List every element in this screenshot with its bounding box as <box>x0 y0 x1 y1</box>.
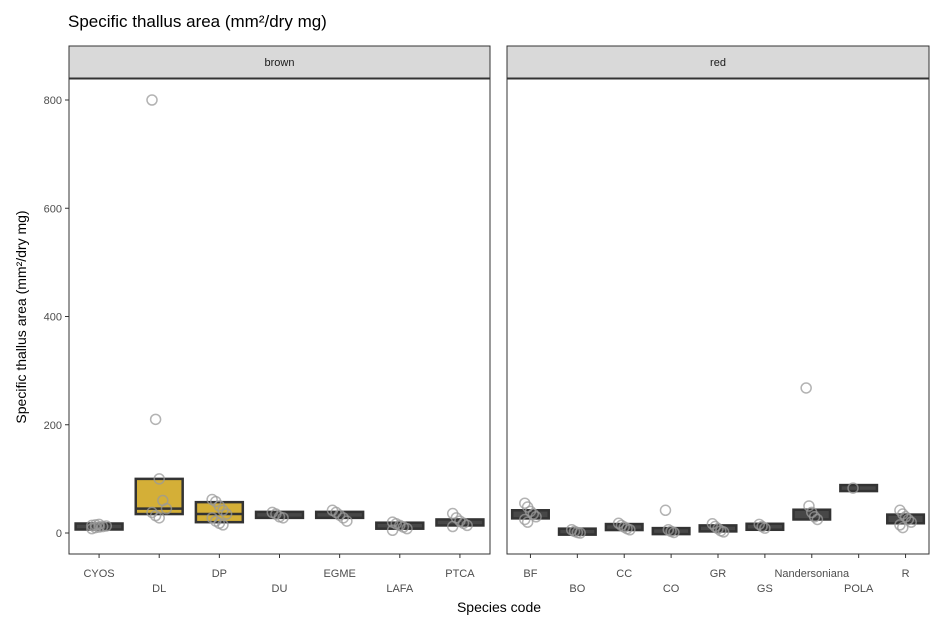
x-tick-label: LAFA <box>386 583 414 595</box>
data-point <box>153 473 165 485</box>
data-point <box>847 482 859 494</box>
data-point <box>527 508 540 520</box>
facet-strip-label: brown <box>265 57 295 69</box>
box-R <box>886 504 926 534</box>
y-tick-label: 200 <box>44 420 62 432</box>
box-DP <box>194 493 245 531</box>
box-CC <box>604 517 644 536</box>
data-point <box>149 413 162 426</box>
data-point <box>337 512 350 524</box>
data-point <box>401 522 413 535</box>
data-point <box>574 527 586 539</box>
x-tick-label: POLA <box>844 583 874 595</box>
y-axis: 0 200 400 600 800 <box>44 95 69 540</box>
data-point <box>668 526 680 539</box>
data-point <box>753 518 766 531</box>
data-point <box>717 526 730 538</box>
box-DU <box>254 506 305 524</box>
box-POLA <box>839 482 879 494</box>
box-EGME <box>314 504 365 527</box>
data-point <box>160 502 173 515</box>
y-axis-title: Specific thallus area (mm²/dry mg) <box>13 210 29 423</box>
data-point <box>905 516 917 528</box>
x-tick-label: PTCA <box>445 568 475 580</box>
box-CO <box>651 504 691 539</box>
data-point <box>341 515 353 527</box>
data-point <box>811 513 824 526</box>
data-point <box>894 519 906 531</box>
y-tick-label: 0 <box>56 528 62 540</box>
x-tick-label: CYOS <box>83 568 114 580</box>
x-tick-label: EGME <box>323 568 355 580</box>
data-point <box>206 512 218 524</box>
data-point <box>146 94 158 106</box>
y-tick-label: 600 <box>44 203 62 215</box>
data-point <box>217 519 229 531</box>
x-tick-label: GS <box>757 583 773 595</box>
data-point <box>624 524 636 536</box>
data-point <box>803 500 815 512</box>
x-tick-label: BO <box>569 583 585 595</box>
x-tick-label: DP <box>212 568 227 580</box>
panel-frame <box>68 78 491 555</box>
data-point <box>93 518 105 531</box>
data-point <box>759 522 771 534</box>
data-point <box>612 517 625 530</box>
y-tick-label: 400 <box>44 312 62 324</box>
data-point <box>808 511 821 523</box>
data-point <box>386 524 399 537</box>
facet-panel-brown: brown CYOS DL DP DU EGME LAFA PTCA <box>68 45 491 595</box>
data-point <box>659 504 672 517</box>
x-tick-label: CC <box>616 568 632 580</box>
chart-title: Specific thallus area (mm²/dry mg) <box>68 12 327 31</box>
data-point <box>217 504 229 517</box>
box-BO <box>557 524 597 539</box>
x-tick-label: R <box>902 568 910 580</box>
facet-strip-label: red <box>710 57 726 69</box>
x-tick-label: Nandersoniana <box>774 568 849 580</box>
data-point <box>521 516 534 528</box>
box-Nandersoniana <box>792 382 832 526</box>
x-tick-label: GR <box>710 568 727 580</box>
x-axis-title: Species code <box>457 599 541 615</box>
data-point <box>461 519 473 532</box>
data-point <box>100 520 113 532</box>
y-tick-label: 800 <box>44 95 62 107</box>
box-GR <box>698 518 738 538</box>
panel-frame <box>506 78 930 555</box>
box-CYOS <box>74 518 124 535</box>
facet-panels: 0 200 400 600 800 brown CYOS DL DP DU EGME LAFA PTCA… <box>44 45 930 595</box>
facet-strip <box>68 45 491 79</box>
box-BF <box>510 497 550 528</box>
box-DL <box>134 94 184 524</box>
box-GS <box>745 518 785 534</box>
x-tick-label: CO <box>663 583 680 595</box>
data-point <box>530 511 542 523</box>
data-point <box>220 508 233 520</box>
x-tick-label: DU <box>272 583 288 595</box>
data-point <box>153 512 165 524</box>
facet-strip <box>506 45 930 79</box>
box-LAFA <box>375 516 425 537</box>
box-PTCA <box>435 507 485 533</box>
data-point <box>519 513 531 526</box>
x-tick-label: BF <box>523 568 537 580</box>
data-point <box>896 521 909 534</box>
data-point <box>146 506 158 519</box>
data-point <box>712 522 724 535</box>
data-point <box>902 513 915 526</box>
x-tick-label: DL <box>152 583 166 595</box>
data-point <box>446 520 459 533</box>
data-point <box>277 512 289 524</box>
data-point <box>800 382 812 394</box>
